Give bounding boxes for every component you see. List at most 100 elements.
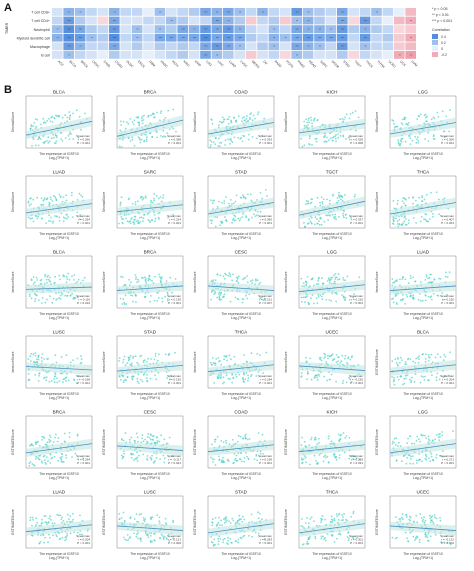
scatter-point: [240, 137, 243, 139]
stat-label: r = 0.204: [78, 538, 90, 542]
heatmap-cell: [257, 42, 268, 51]
scatter-point: [37, 440, 39, 443]
legend-swatch: [432, 46, 438, 51]
scatter-point: [47, 274, 49, 277]
scatter-point: [426, 115, 428, 118]
scatter-panel: UCEC Spearman r = -0.156 P < 0.001 ImmuneSco…: [283, 328, 371, 411]
scatter-point: [398, 144, 401, 147]
heatmap-cell-stars: ***: [204, 45, 207, 49]
scatter-point: [127, 137, 130, 140]
scatter-point: [407, 540, 410, 543]
scatter-point: [144, 518, 147, 520]
heatmap-cell-stars: ***: [341, 45, 344, 49]
scatter-point: [437, 115, 440, 118]
scatter-point: [322, 123, 324, 126]
scatter-point: [411, 455, 414, 457]
scatter-point: [135, 220, 138, 223]
scatter-point: [348, 436, 351, 439]
scatter-point: [211, 521, 214, 524]
scatter-point: [30, 203, 32, 206]
scatter-point: [58, 297, 61, 299]
scatter-point: [398, 441, 400, 444]
scatter-panel: STAD Spearman r = 0.283 P < 0.001 ESTIMATESc…: [192, 488, 280, 571]
scatter-point: [333, 541, 336, 543]
scatter-point: [142, 517, 145, 519]
scatter-point: [139, 355, 141, 358]
scatter-point: [238, 518, 241, 521]
scatter-point: [40, 123, 42, 126]
scatter-point: [155, 378, 158, 381]
scatter-point: [27, 200, 30, 203]
scatter-point: [236, 440, 239, 443]
plot-title: STAD: [235, 490, 248, 495]
scatter-point: [40, 203, 42, 206]
scatter-point: [68, 111, 71, 113]
x-axis-label-line1: The expression of IGSF10: [221, 472, 261, 476]
scatter-point: [343, 298, 346, 301]
scatter-point: [442, 450, 444, 452]
scatter-point: [404, 140, 407, 143]
scatter-point: [419, 281, 422, 284]
scatter-point: [132, 355, 135, 358]
stat-label: P < 0.001: [441, 301, 454, 305]
scatter-point: [119, 120, 122, 123]
scatter-point: [233, 117, 235, 119]
scatter-point: [399, 520, 402, 523]
scatter-point: [29, 516, 32, 519]
scatter-point: [318, 357, 321, 359]
heatmap-cell: [52, 8, 63, 16]
scatter-point: [229, 378, 231, 380]
scatter-point: [426, 539, 429, 542]
scatter-point: [65, 194, 67, 197]
scatter-point: [51, 301, 54, 304]
heatmap-cell: [325, 8, 337, 16]
scatter-point: [132, 453, 135, 456]
scatter-point: [153, 358, 156, 361]
scatter-point: [320, 537, 323, 540]
heatmap-cell-stars: ***: [296, 28, 299, 32]
y-axis-label: StromalScore: [375, 112, 379, 133]
stat-label: P < 0.001: [441, 141, 454, 145]
scatter-point: [431, 374, 433, 377]
scatter-point: [224, 144, 226, 146]
heatmap-cell: [97, 8, 109, 16]
scatter-point: [437, 436, 440, 439]
scatter-point: [308, 535, 311, 538]
scatter-point: [397, 378, 400, 381]
scatter-point: [229, 522, 232, 524]
heatmap-cell: [302, 16, 314, 25]
scatter-point: [445, 115, 448, 118]
scatter-point: [315, 297, 318, 299]
heatmap-cell: [131, 25, 143, 33]
heatmap-cell-stars: ***: [330, 36, 333, 40]
scatter-point: [37, 358, 40, 361]
heatmap-cell: [223, 33, 234, 42]
scatter-point: [249, 113, 252, 116]
heatmap-cell-stars: **: [171, 19, 173, 23]
scatter-point: [220, 292, 222, 295]
scatter-point: [40, 460, 43, 463]
confidence-band: [117, 441, 183, 456]
scatter-point: [407, 358, 409, 361]
scatter-point: [75, 382, 78, 385]
scatter-point: [335, 276, 338, 279]
scatter-point: [86, 530, 89, 532]
scatter-point: [448, 271, 451, 274]
scatter-point: [149, 221, 152, 223]
scatter-point: [154, 460, 157, 462]
y-axis-label: ESTIMATEScore: [11, 429, 15, 455]
scatter-point: [316, 376, 319, 379]
scatter-point: [122, 511, 125, 514]
scatter-point: [427, 438, 430, 440]
scatter-point: [341, 199, 344, 202]
scatter-point: [55, 433, 57, 436]
scatter-point: [432, 215, 434, 218]
scatter-panel: KICH Spearman r = 0.269 P = 0.031 ESTIMATESc…: [283, 408, 371, 491]
scatter-point: [236, 278, 239, 280]
scatter-point: [144, 295, 147, 298]
scatter-point: [337, 278, 339, 281]
scatter-point: [338, 196, 341, 199]
heatmap-cell-stars: **: [79, 10, 81, 14]
